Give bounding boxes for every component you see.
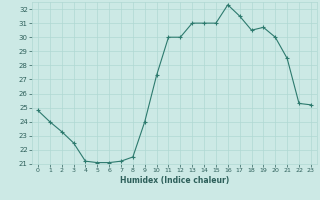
X-axis label: Humidex (Indice chaleur): Humidex (Indice chaleur) [120, 176, 229, 185]
